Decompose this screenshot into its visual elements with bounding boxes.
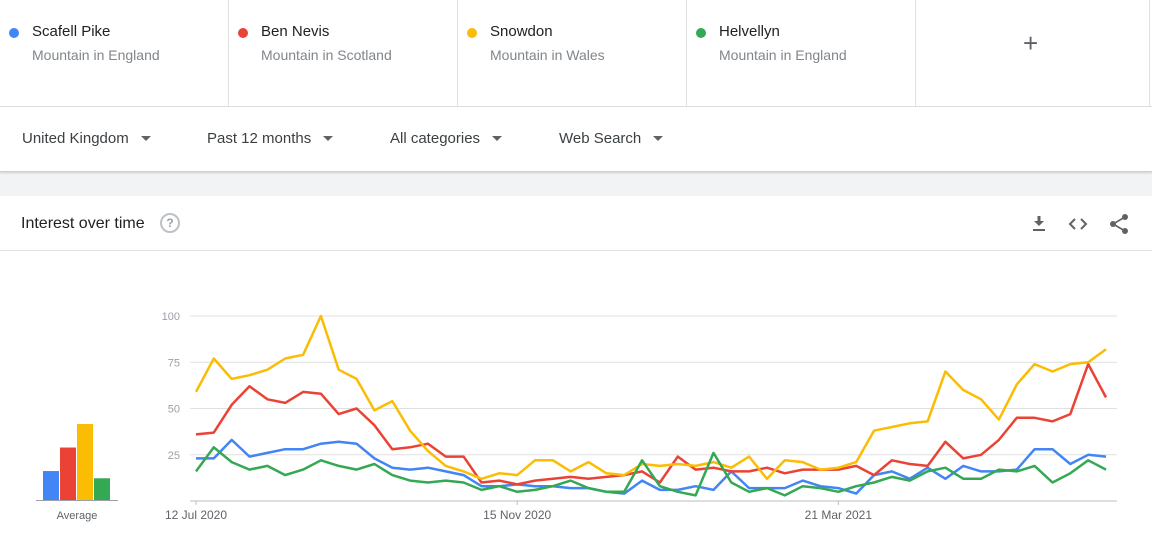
term-type: Mountain in Scotland	[261, 47, 392, 63]
series-line	[195, 362, 1108, 486]
card-title: Interest over time	[21, 215, 145, 232]
time-range-dropdown[interactable]: Past 12 months	[207, 130, 334, 147]
region-dropdown[interactable]: United Kingdom	[22, 130, 151, 147]
compare-terms-bar: Scafell Pike Mountain in England Ben Nev…	[0, 0, 1152, 107]
add-term-card[interactable]	[916, 0, 1150, 106]
x-tick-label: 21 Mar 2021	[805, 508, 873, 522]
series-color-dot	[9, 28, 19, 38]
series-lines	[194, 314, 1108, 497]
term-name: Ben Nevis	[261, 23, 330, 40]
filter-bar: United Kingdom Past 12 months All catego…	[0, 107, 1152, 172]
term-name: Scafell Pike	[32, 23, 111, 40]
term-card-3[interactable]: Snowdon Mountain in Wales	[458, 0, 687, 106]
term-type: Mountain in England	[32, 47, 160, 63]
y-tick-label: 75	[168, 357, 180, 369]
series-color-dot	[696, 28, 706, 38]
y-tick-label: 25	[168, 450, 180, 462]
term-type: Mountain in Wales	[490, 47, 605, 63]
chart-gridlines	[190, 315, 1117, 502]
x-tick-label: 15 Nov 2020	[483, 508, 551, 522]
y-tick-label: 50	[168, 404, 180, 416]
average-label: Average	[57, 510, 98, 522]
interest-over-time-card: Interest over time ?	[0, 196, 1152, 537]
interest-chart: 25 50 75 100 12 Jul 2020 15 Nov 2020 21 Mar 2…	[36, 311, 1117, 522]
category-label: All categories	[390, 130, 481, 147]
series-line	[196, 438, 1107, 495]
term-name: Snowdon	[490, 23, 553, 40]
average-bar	[43, 471, 59, 500]
help-icon[interactable]: ?	[160, 213, 180, 233]
y-axis-ticks: 25 50 75 100	[162, 311, 180, 462]
average-bar	[60, 447, 76, 500]
average-bar	[94, 478, 110, 500]
x-tick-label: 12 Jul 2020	[165, 508, 227, 522]
x-axis-ticks: 12 Jul 2020 15 Nov 2020 21 Mar 2021	[165, 501, 872, 522]
time-range-label: Past 12 months	[207, 130, 312, 147]
series-color-dot	[467, 28, 477, 38]
search-type-label: Web Search	[559, 130, 642, 147]
dropdown-arrow-icon	[140, 136, 151, 141]
region-label: United Kingdom	[22, 130, 129, 147]
term-card-4[interactable]: Helvellyn Mountain in England	[687, 0, 916, 106]
term-type: Mountain in England	[719, 47, 847, 63]
card-header-divider	[0, 250, 1152, 251]
y-tick-label: 100	[162, 311, 180, 323]
term-card-1[interactable]: Scafell Pike Mountain in England	[0, 0, 229, 106]
series-color-dot	[238, 28, 248, 38]
average-bars: Average	[36, 424, 118, 522]
download-icon[interactable]	[1027, 212, 1051, 236]
average-bar	[77, 424, 93, 500]
embed-icon[interactable]	[1066, 212, 1090, 236]
dropdown-arrow-icon	[492, 136, 503, 141]
add-comparison-icon[interactable]: +	[1023, 28, 1039, 58]
term-name: Helvellyn	[719, 23, 780, 40]
search-type-dropdown[interactable]: Web Search	[559, 130, 664, 147]
category-dropdown[interactable]: All categories	[390, 130, 503, 147]
term-card-2[interactable]: Ben Nevis Mountain in Scotland	[229, 0, 458, 106]
share-icon[interactable]	[1107, 212, 1131, 236]
series-line	[194, 446, 1107, 497]
dropdown-arrow-icon	[323, 136, 334, 141]
dropdown-arrow-icon	[653, 136, 664, 141]
series-line	[194, 314, 1107, 481]
